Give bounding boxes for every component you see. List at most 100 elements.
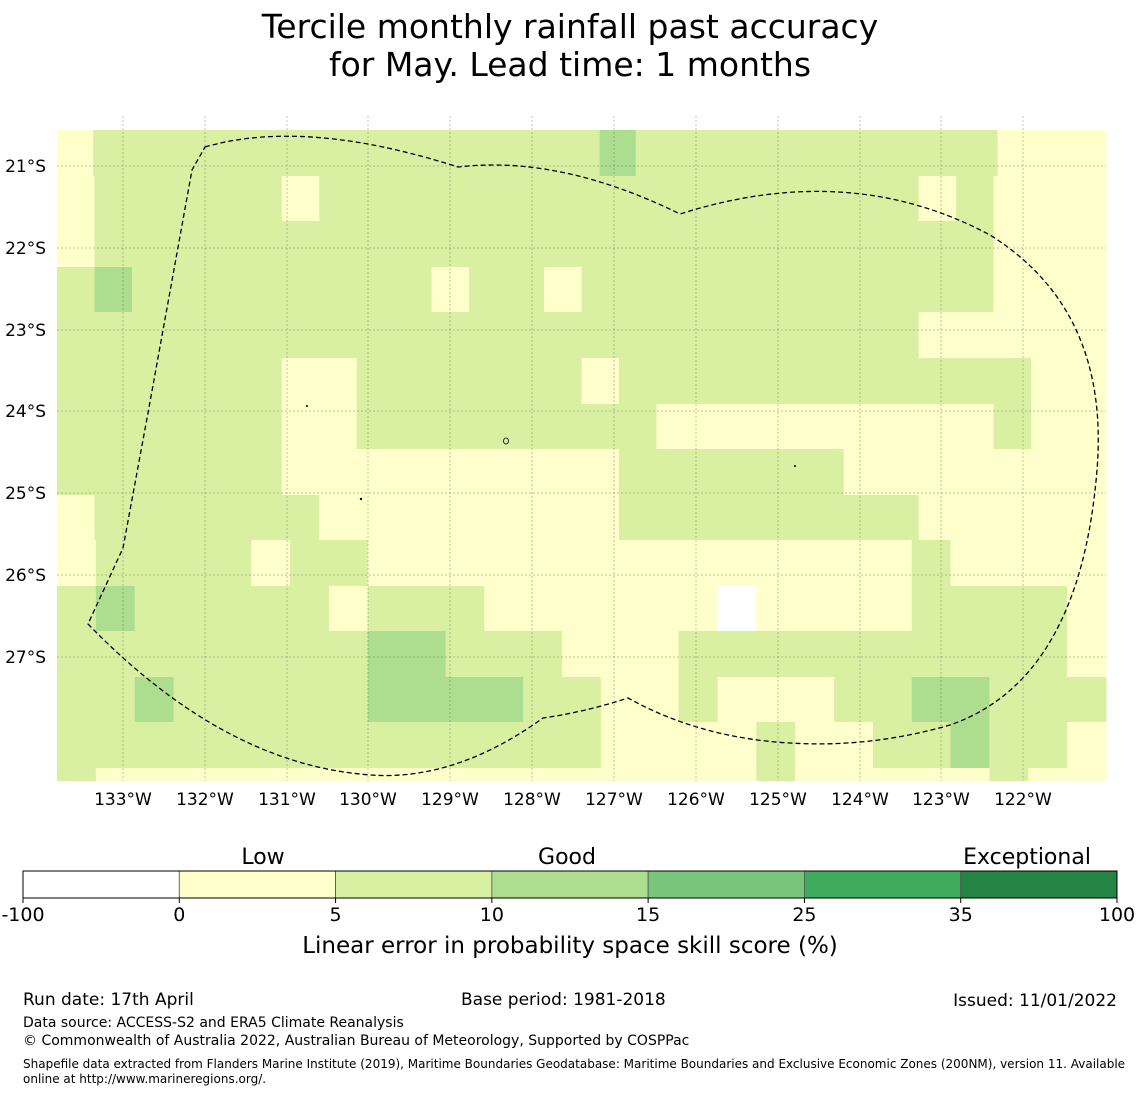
grid-cell xyxy=(717,540,757,586)
grid-cell xyxy=(94,495,133,540)
grid-cell xyxy=(206,221,245,267)
grid-cell xyxy=(843,358,882,404)
grid-cell xyxy=(708,130,745,176)
grid-cell xyxy=(544,404,582,449)
grid-cell xyxy=(731,404,770,449)
map-title: Tercile monthly rainfall past accuracy xyxy=(261,7,879,46)
grid-cell xyxy=(1031,495,1070,540)
grid-cell xyxy=(795,586,835,631)
grid-cell xyxy=(57,404,95,449)
grid-cell xyxy=(469,312,508,358)
grid-cell xyxy=(431,312,470,358)
grid-cell xyxy=(1031,358,1070,404)
grid-cell xyxy=(639,540,680,586)
grid-cell xyxy=(251,586,291,631)
grid-cell xyxy=(768,449,807,495)
grid-cell xyxy=(431,404,470,449)
grid-cell xyxy=(57,130,94,176)
grid-cell xyxy=(523,631,563,677)
grid-cell xyxy=(834,677,874,722)
grid-cell xyxy=(806,449,845,495)
grid-cell xyxy=(57,722,97,768)
colorbar-tick-label: 5 xyxy=(330,904,342,926)
lon-label: 131°W xyxy=(258,790,316,810)
grid-cell xyxy=(768,221,807,267)
grid-cell xyxy=(881,312,920,358)
grid-cell xyxy=(1068,358,1107,404)
grid-cell xyxy=(131,404,170,449)
grid-cell xyxy=(57,677,97,722)
grid-cell xyxy=(491,130,528,176)
grid-cell xyxy=(618,267,657,312)
lon-label: 129°W xyxy=(421,790,479,810)
grid-cell xyxy=(93,130,130,176)
grid-cell xyxy=(993,404,1032,449)
grid-cell xyxy=(639,586,680,631)
colorbar-segment xyxy=(647,870,805,899)
grid-cell xyxy=(394,176,433,221)
grid-cell xyxy=(506,449,545,495)
grid-cell xyxy=(94,449,133,495)
grid-cell xyxy=(950,677,990,722)
grid-cell xyxy=(310,130,347,176)
grid-cell xyxy=(131,312,170,358)
grid-cell xyxy=(656,358,695,404)
colorbar-category-label: Low xyxy=(241,845,284,870)
grid-cell xyxy=(484,722,524,768)
colorbar-segment xyxy=(960,870,1118,899)
grid-cell xyxy=(169,267,208,312)
grid-cell xyxy=(134,722,175,768)
grid-cell xyxy=(484,631,524,677)
grid-cell xyxy=(523,540,563,586)
latitude-labels: 21°S 22°S 23°S 24°S 25°S 26°S 27°S xyxy=(5,157,46,668)
colorbar-segment xyxy=(22,870,180,899)
grid-cell xyxy=(506,221,545,267)
grid-cell xyxy=(57,495,95,540)
grid-cell xyxy=(600,116,641,130)
grid-cell xyxy=(950,722,990,768)
grid-cell xyxy=(1067,116,1107,130)
skill-grid xyxy=(57,116,1107,781)
grid-cell xyxy=(244,176,283,221)
grid-cell xyxy=(173,540,213,586)
grid-cell xyxy=(834,631,874,677)
grid-cell xyxy=(1067,768,1107,781)
grid-cell xyxy=(989,631,1029,677)
grid-cell xyxy=(989,722,1029,768)
grid-cell xyxy=(165,130,203,176)
grid-cell xyxy=(523,722,563,768)
grid-cell xyxy=(618,312,657,358)
grid-cell xyxy=(911,768,952,781)
grid-cell xyxy=(356,449,395,495)
grid-cell xyxy=(169,358,208,404)
grid-cell xyxy=(244,495,283,540)
grid-cell xyxy=(731,495,770,540)
grid-cell xyxy=(639,768,680,781)
grid-cell xyxy=(744,130,781,176)
lon-label: 126°W xyxy=(667,790,725,810)
grid-cell xyxy=(911,586,952,631)
grid-cell xyxy=(281,221,320,267)
grid-cell xyxy=(656,312,695,358)
grid-cell xyxy=(469,358,508,404)
grid-cell xyxy=(618,449,657,495)
grid-cell xyxy=(445,116,485,130)
island-dot-2 xyxy=(503,437,509,445)
grid-cell xyxy=(581,267,620,312)
grid-cell xyxy=(445,631,485,677)
grid-cell xyxy=(950,540,990,586)
grid-cell xyxy=(328,631,369,677)
grid-cell xyxy=(834,768,874,781)
grid-cell xyxy=(206,404,245,449)
grid-cell xyxy=(852,130,890,176)
issued-date: Issued: 11/01/2022 xyxy=(953,991,1117,1011)
grid-cell xyxy=(693,358,732,404)
grid-cell xyxy=(1031,221,1070,267)
grid-cell xyxy=(431,176,470,221)
colorbar-tick-label: 25 xyxy=(792,904,816,926)
grid-cell xyxy=(872,768,913,781)
grid-cell xyxy=(169,404,208,449)
grid-cell xyxy=(1028,677,1068,722)
grid-cell xyxy=(1031,404,1070,449)
grid-cell xyxy=(599,130,637,176)
